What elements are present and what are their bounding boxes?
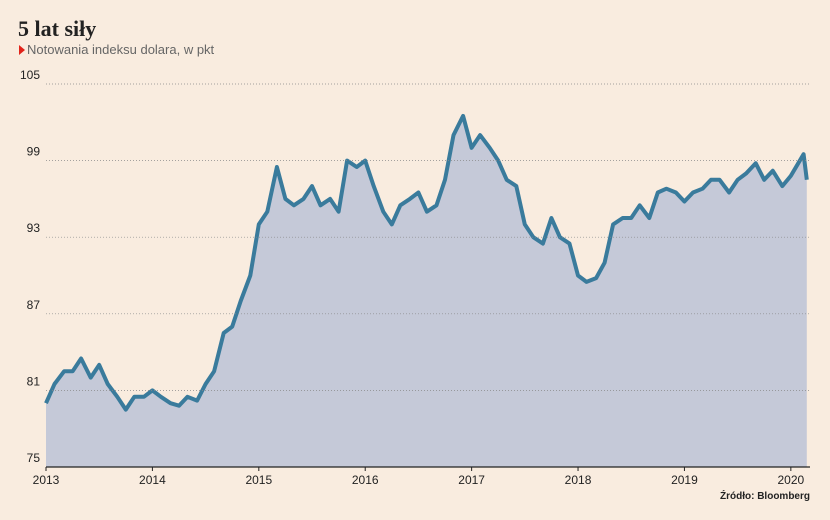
x-tick-label: 2015 (245, 473, 272, 487)
source: Źródło: Bloomberg (720, 489, 810, 502)
y-tick-label: 105 (20, 68, 40, 82)
y-tick-label: 75 (27, 451, 41, 465)
y-tick-label: 81 (27, 374, 41, 388)
chart-title: 5 lat siły (18, 16, 96, 41)
x-tick-label: 2018 (565, 473, 592, 487)
subtitle-marker (19, 45, 25, 55)
area (46, 115, 807, 468)
y-tick-label: 99 (27, 145, 41, 159)
line (44, 113, 809, 412)
y-tick-label: 93 (27, 221, 41, 235)
x-tick-label: 2013 (33, 473, 60, 487)
x-tick-label: 2014 (139, 473, 166, 487)
y-tick-label: 87 (27, 298, 41, 312)
x-tick-label: 2016 (352, 473, 379, 487)
x-tick-label: 2017 (458, 473, 485, 487)
x-tick-label: 2019 (671, 473, 698, 487)
x-tick-label: 2020 (777, 473, 804, 487)
chart-subtitle: Notowania indeksu dolara, w pkt (27, 42, 215, 57)
